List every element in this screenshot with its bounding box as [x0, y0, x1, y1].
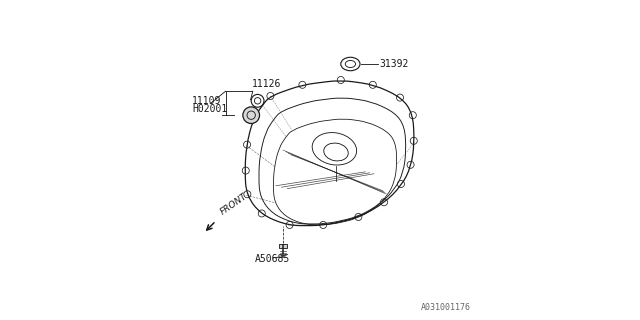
- Circle shape: [243, 107, 260, 124]
- Text: FRONT: FRONT: [219, 192, 250, 217]
- Bar: [280, 244, 287, 248]
- Text: A031001176: A031001176: [420, 303, 470, 312]
- Text: 11109: 11109: [192, 96, 221, 106]
- Text: A50685: A50685: [254, 254, 290, 264]
- Text: 11126: 11126: [252, 79, 282, 89]
- Text: 31392: 31392: [380, 59, 408, 69]
- Text: H02001: H02001: [192, 104, 227, 114]
